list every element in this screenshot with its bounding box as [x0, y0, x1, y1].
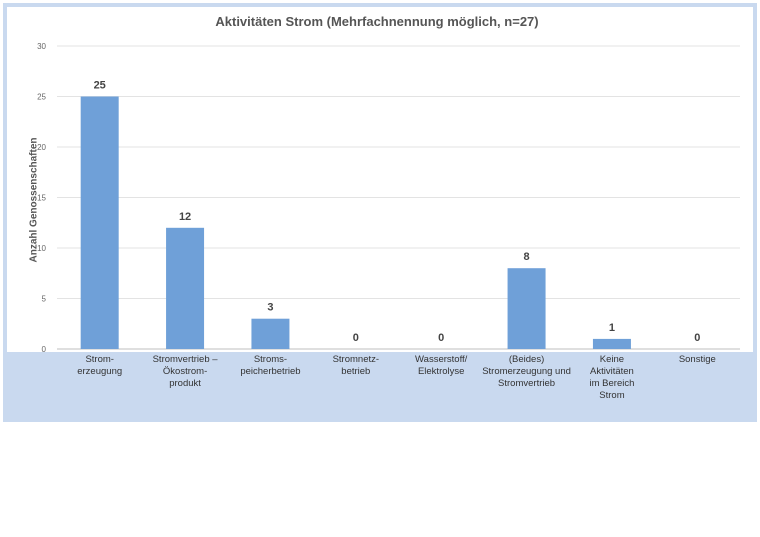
y-tick-label: 5 [42, 295, 47, 304]
bar [80, 96, 119, 349]
chart-title: Aktivitäten Strom (Mehrfachnennung mögli… [215, 14, 539, 29]
y-tick-label: 20 [37, 143, 46, 152]
x-tick-label: (Beides) Stromerzeugung und Stromvertrie… [482, 354, 571, 389]
y-tick-label: 15 [37, 194, 46, 203]
x-tick-label: Keine Aktivitäten im Bereich Strom [589, 354, 635, 401]
bar [507, 268, 546, 349]
data-label: 0 [353, 332, 359, 344]
x-tick-label: Stromnetz- betrieb [332, 354, 380, 377]
x-tick-label: Sonstige [678, 354, 716, 365]
y-tick-label: 10 [37, 244, 46, 253]
y-tick-label: 25 [37, 93, 46, 102]
x-tick-label: Stroms- peicherbetrieb [240, 354, 301, 377]
x-tick-label: Strom- erzeugung [77, 354, 123, 377]
plot-area [7, 7, 753, 352]
data-label: 8 [524, 251, 530, 263]
x-tick-label: Stromvertrieb – Ökostrom- produkt [152, 354, 218, 389]
y-tick-label: 30 [37, 42, 46, 51]
data-label: 3 [267, 302, 273, 314]
bar [166, 227, 205, 349]
data-label: 0 [694, 332, 700, 344]
bar [251, 318, 290, 349]
chart-frame [3, 3, 757, 422]
x-tick-label: Wasserstoff/ Elektrolyse [415, 354, 468, 377]
data-label: 0 [438, 332, 444, 344]
data-label: 1 [609, 322, 615, 334]
data-label: 25 [94, 80, 106, 92]
y-tick-label: 0 [42, 345, 47, 354]
bar [592, 338, 631, 349]
data-label: 12 [179, 211, 191, 223]
